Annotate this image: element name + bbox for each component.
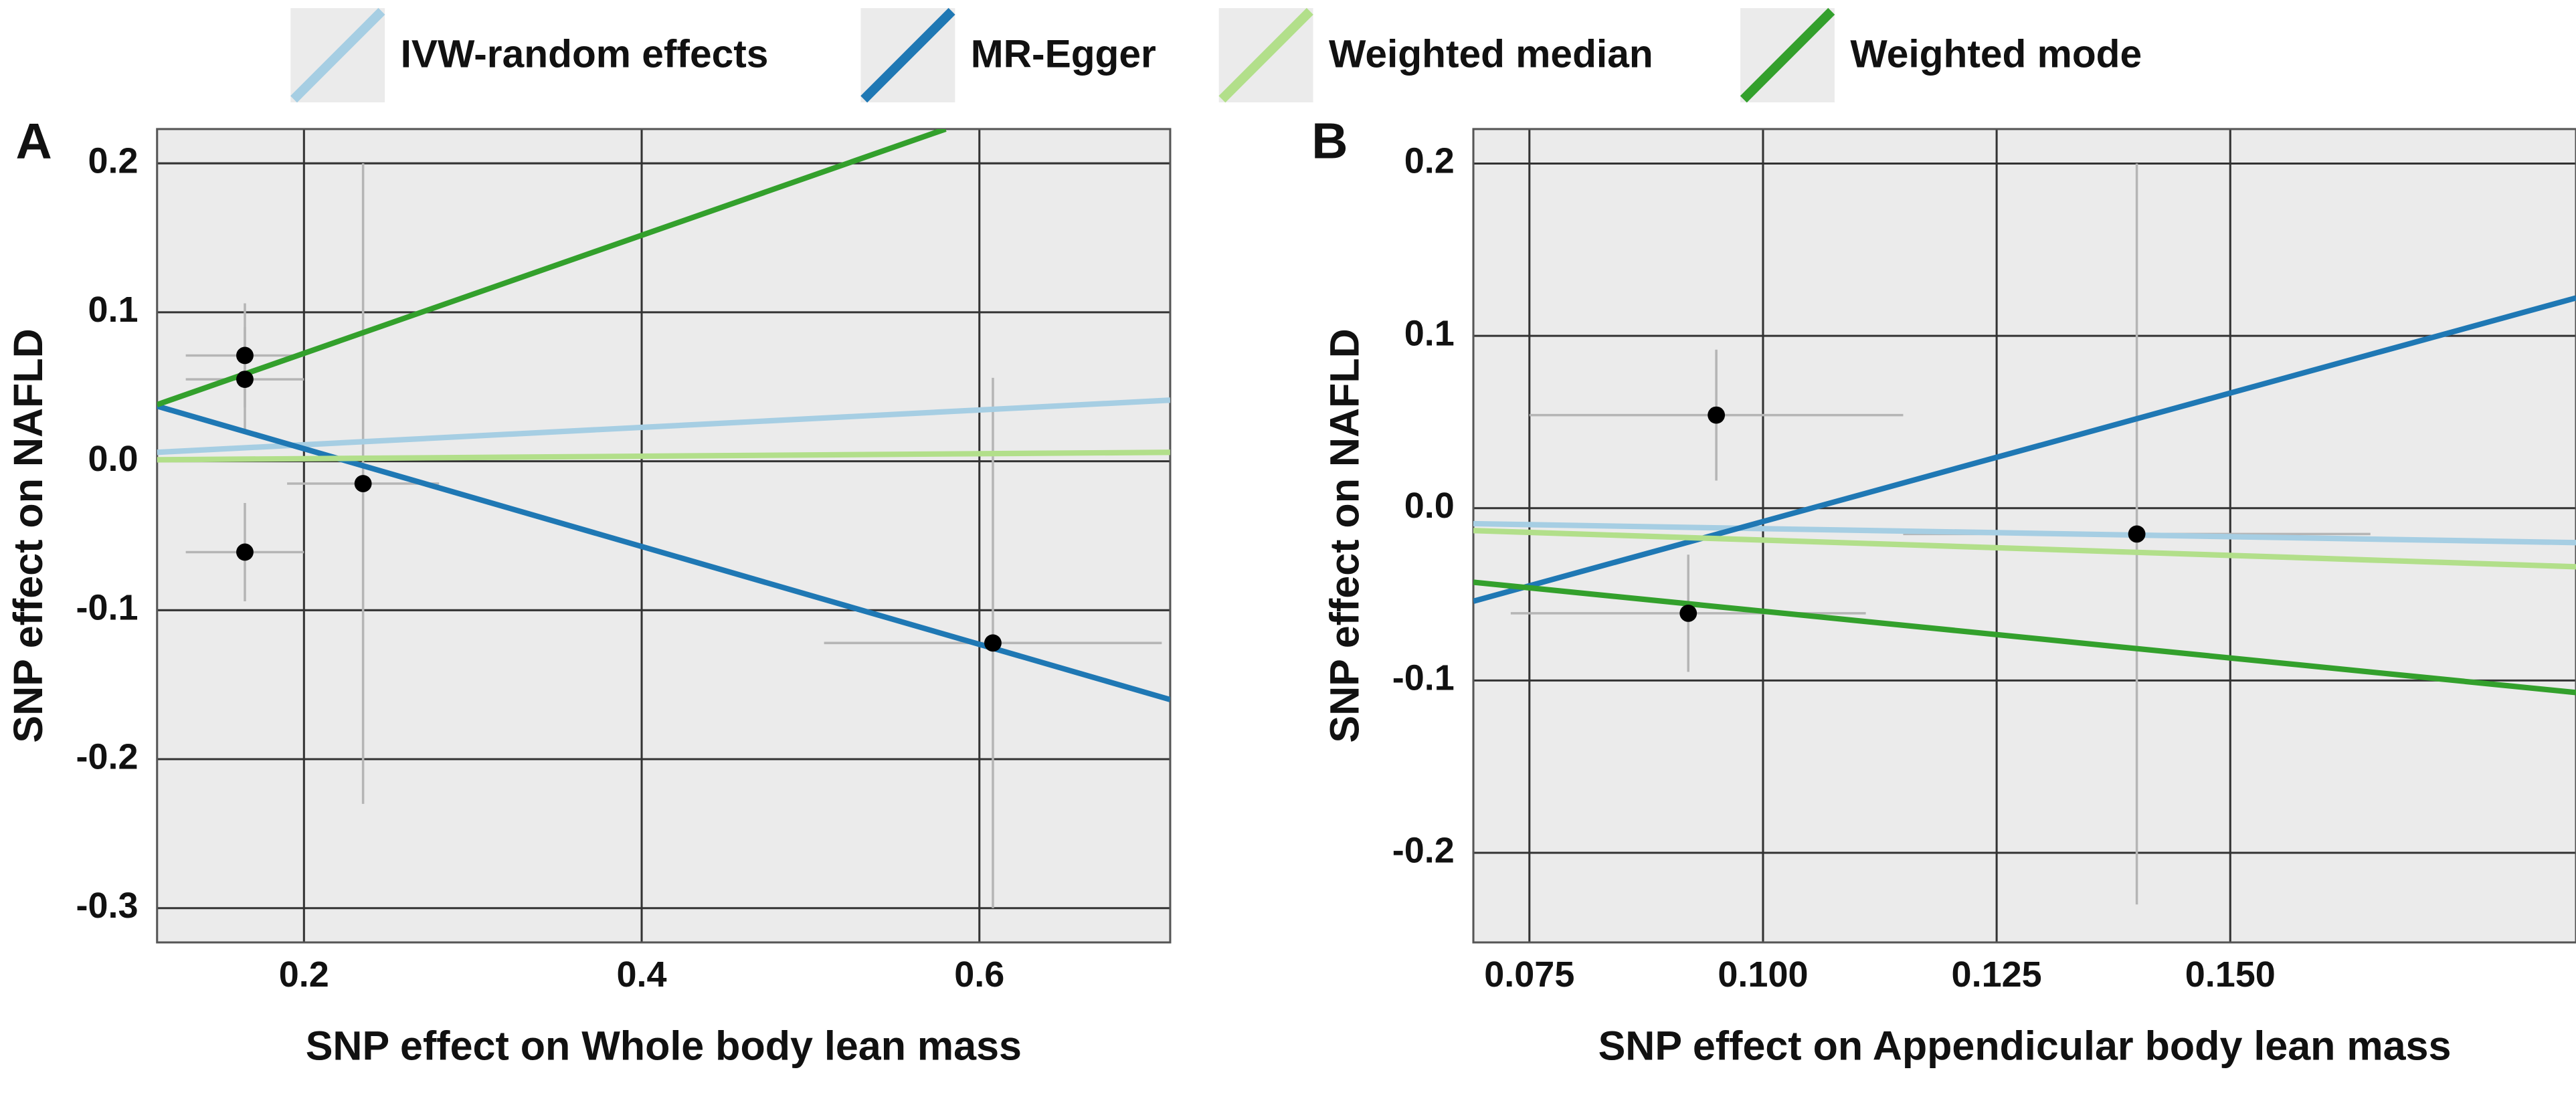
point [236, 346, 254, 365]
legend-label: Weighted mode [1850, 32, 2142, 76]
fit-line [1473, 579, 2576, 696]
point [1679, 604, 1697, 622]
y-tick-label: -0.3 [76, 886, 139, 926]
point [2128, 525, 2146, 543]
point [984, 634, 1002, 652]
plot-area [1473, 163, 2576, 905]
y-tick-label: 0.1 [1404, 313, 1455, 353]
legend-label: Weighted median [1329, 32, 1653, 76]
fit-line [1473, 520, 2576, 546]
legend-line [1218, 7, 1313, 103]
plot-area [157, 128, 1170, 908]
y-tick-label: 0.1 [88, 290, 139, 330]
x-tick-label: 0.4 [617, 954, 667, 995]
legend-line [290, 7, 385, 103]
y-tick-label: 0.2 [88, 140, 139, 181]
point [1708, 406, 1726, 424]
fit-line [157, 449, 1170, 463]
x-tick-label: 0.150 [2185, 954, 2276, 995]
plot-background [157, 128, 1170, 942]
x-tick-label: 0.125 [1952, 954, 2042, 995]
y-tick-label: 0.2 [1404, 141, 1455, 181]
y-axis-title: SNP effect on NAFLD [5, 328, 51, 742]
x-tick-label: 0.100 [1718, 954, 1808, 995]
point [236, 371, 254, 389]
fit-line [157, 128, 947, 407]
fit-line [1473, 528, 2576, 570]
plot-frame [1472, 128, 2576, 944]
legend-label: IVW-random effects [401, 32, 769, 76]
legend-line [1740, 7, 1835, 103]
x-axis-title: SNP effect on Whole body lean mass [306, 1023, 1022, 1069]
y-tick-label: -0.1 [1392, 658, 1455, 698]
x-tick-label: 0.6 [954, 954, 1004, 995]
point [354, 475, 372, 492]
panel-label: A [15, 112, 52, 169]
x-axis-title: SNP effect on Appendicular body lean mas… [1598, 1023, 2452, 1069]
x-tick-label: 0.2 [279, 954, 329, 995]
y-tick-label: -0.2 [76, 736, 139, 777]
y-tick-label: 0.0 [1404, 486, 1455, 526]
legend-line [860, 7, 955, 103]
fit-line [157, 403, 1170, 702]
y-tick-label: -0.2 [1392, 830, 1455, 870]
panel-label: B [1311, 112, 1348, 169]
fit-line [1473, 295, 2576, 604]
y-axis-title: SNP effect on NAFLD [1321, 328, 1367, 742]
plot-frame [156, 128, 1172, 944]
y-tick-label: 0.0 [88, 439, 139, 479]
point [236, 543, 254, 561]
legend-label: MR-Egger [971, 32, 1156, 76]
x-tick-label: 0.075 [1484, 954, 1574, 995]
y-tick-label: -0.1 [76, 588, 139, 628]
fit-line [157, 397, 1170, 455]
